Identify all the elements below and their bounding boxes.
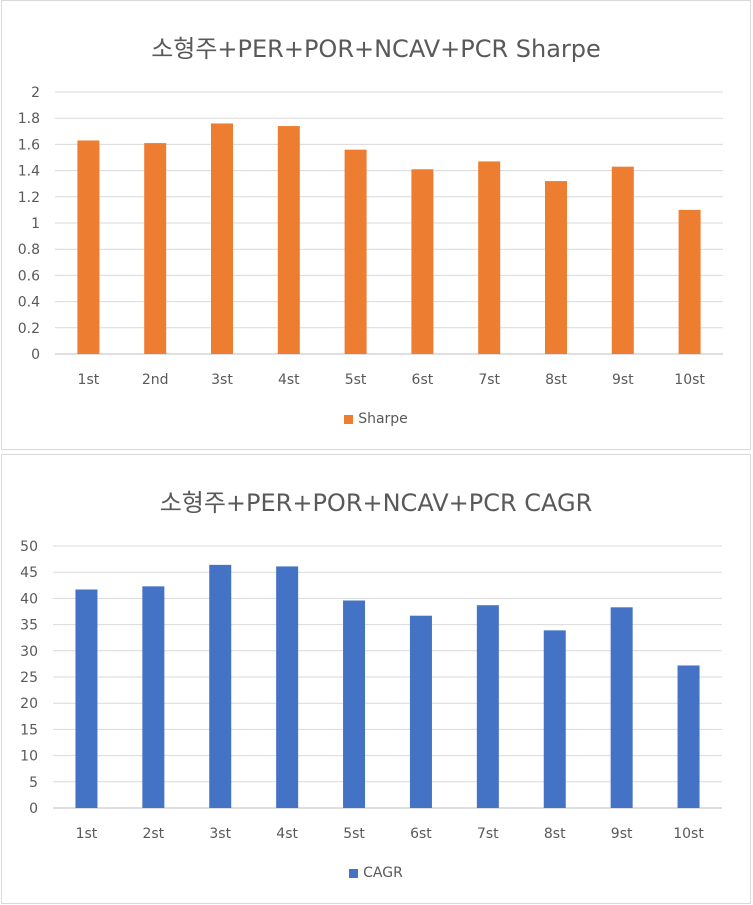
bar (344, 149, 367, 354)
x-tick-label: 4st (278, 372, 300, 388)
cagr-chart-panel: 소형주+PER+POR+NCAV+PCR CAGR 0 5 10 15 20 25 30 35… (1, 454, 751, 904)
sharpe-chart-panel: 소형주+PER+POR+NCAV+PCR Sharpe 0 0.2 0.4 0.6 0.… (1, 0, 751, 450)
y-tick-label: 1.6 (18, 137, 40, 153)
x-tick-label: 9st (611, 826, 633, 842)
y-tick-label: 10 (20, 749, 38, 765)
cagr-chart-plot: 0 5 10 15 20 25 30 35 40 45 50 1st 2st 3st 4st 5st 6st 7s… (20, 539, 722, 842)
x-tick-label: 8st (545, 372, 567, 388)
legend-swatch (344, 414, 354, 424)
y-tick-label: 2 (31, 85, 40, 101)
bar (610, 607, 633, 808)
bar (77, 140, 100, 354)
bar (277, 126, 300, 354)
bar (75, 589, 98, 808)
x-tick-label: 7st (478, 372, 500, 388)
bar (343, 600, 366, 808)
y-tick-label: 1.8 (18, 111, 40, 127)
x-tick-label: 6st (410, 826, 432, 842)
y-tick-label: 0.6 (18, 268, 40, 284)
y-tick-label: 0 (31, 347, 40, 363)
bar (478, 161, 501, 354)
bar (211, 123, 233, 354)
x-tick-label: 1st (76, 826, 98, 842)
bar (545, 181, 567, 354)
bar (543, 630, 566, 808)
x-tick-label: 2st (142, 826, 164, 842)
chart-legend: Sharpe (2, 411, 750, 427)
bar (142, 586, 165, 808)
y-tick-label: 15 (20, 722, 38, 738)
y-tick-label: 1 (31, 216, 40, 232)
y-tick-label: 0 (29, 801, 38, 817)
x-tick-label: 10st (674, 372, 705, 388)
y-tick-label: 1.4 (18, 164, 40, 180)
bar (611, 166, 634, 354)
y-tick-label: 1.2 (18, 190, 40, 206)
x-tick-label: 2nd (142, 372, 169, 388)
y-tick-label: 30 (20, 644, 38, 660)
legend-label: Sharpe (358, 411, 408, 427)
legend-swatch (349, 868, 359, 878)
x-tick-label: 6st (412, 372, 434, 388)
sharpe-chart-plot: 0 0.2 0.4 0.6 0.8 1 1.2 1.4 1.6 1.8 2 1st 2nd 3st 4st 5… (18, 85, 723, 388)
chart-legend: CAGR (2, 865, 750, 881)
legend-label: CAGR (363, 865, 403, 881)
bar (677, 665, 700, 808)
chart-title: 소형주+PER+POR+NCAV+PCR CAGR (159, 489, 593, 517)
x-tick-label: 3st (209, 826, 231, 842)
y-tick-label: 50 (20, 539, 38, 555)
x-tick-label: 4st (276, 826, 298, 842)
y-tick-label: 40 (20, 591, 38, 607)
bar (409, 615, 432, 808)
bar (209, 564, 232, 808)
x-tick-label: 10st (673, 826, 704, 842)
y-tick-label: 45 (20, 565, 38, 581)
x-tick-label: 9st (612, 372, 634, 388)
bar (144, 143, 167, 354)
x-tick-label: 5st (345, 372, 367, 388)
x-tick-label: 3st (211, 372, 233, 388)
y-tick-label: 0.8 (18, 242, 40, 258)
x-tick-label: 8st (544, 826, 566, 842)
y-tick-label: 5 (29, 775, 38, 791)
x-tick-label: 1st (78, 372, 100, 388)
y-tick-label: 25 (20, 670, 38, 686)
bar (678, 209, 701, 354)
y-tick-label: 0.4 (18, 295, 40, 311)
y-tick-label: 0.2 (18, 321, 40, 337)
chart-title: 소형주+PER+POR+NCAV+PCR Sharpe (151, 35, 601, 63)
x-tick-label: 5st (343, 826, 365, 842)
bar (476, 605, 499, 808)
bar (411, 169, 434, 354)
bar (276, 566, 299, 808)
x-tick-label: 7st (477, 826, 499, 842)
y-tick-label: 20 (20, 696, 38, 712)
y-tick-label: 35 (20, 618, 38, 634)
